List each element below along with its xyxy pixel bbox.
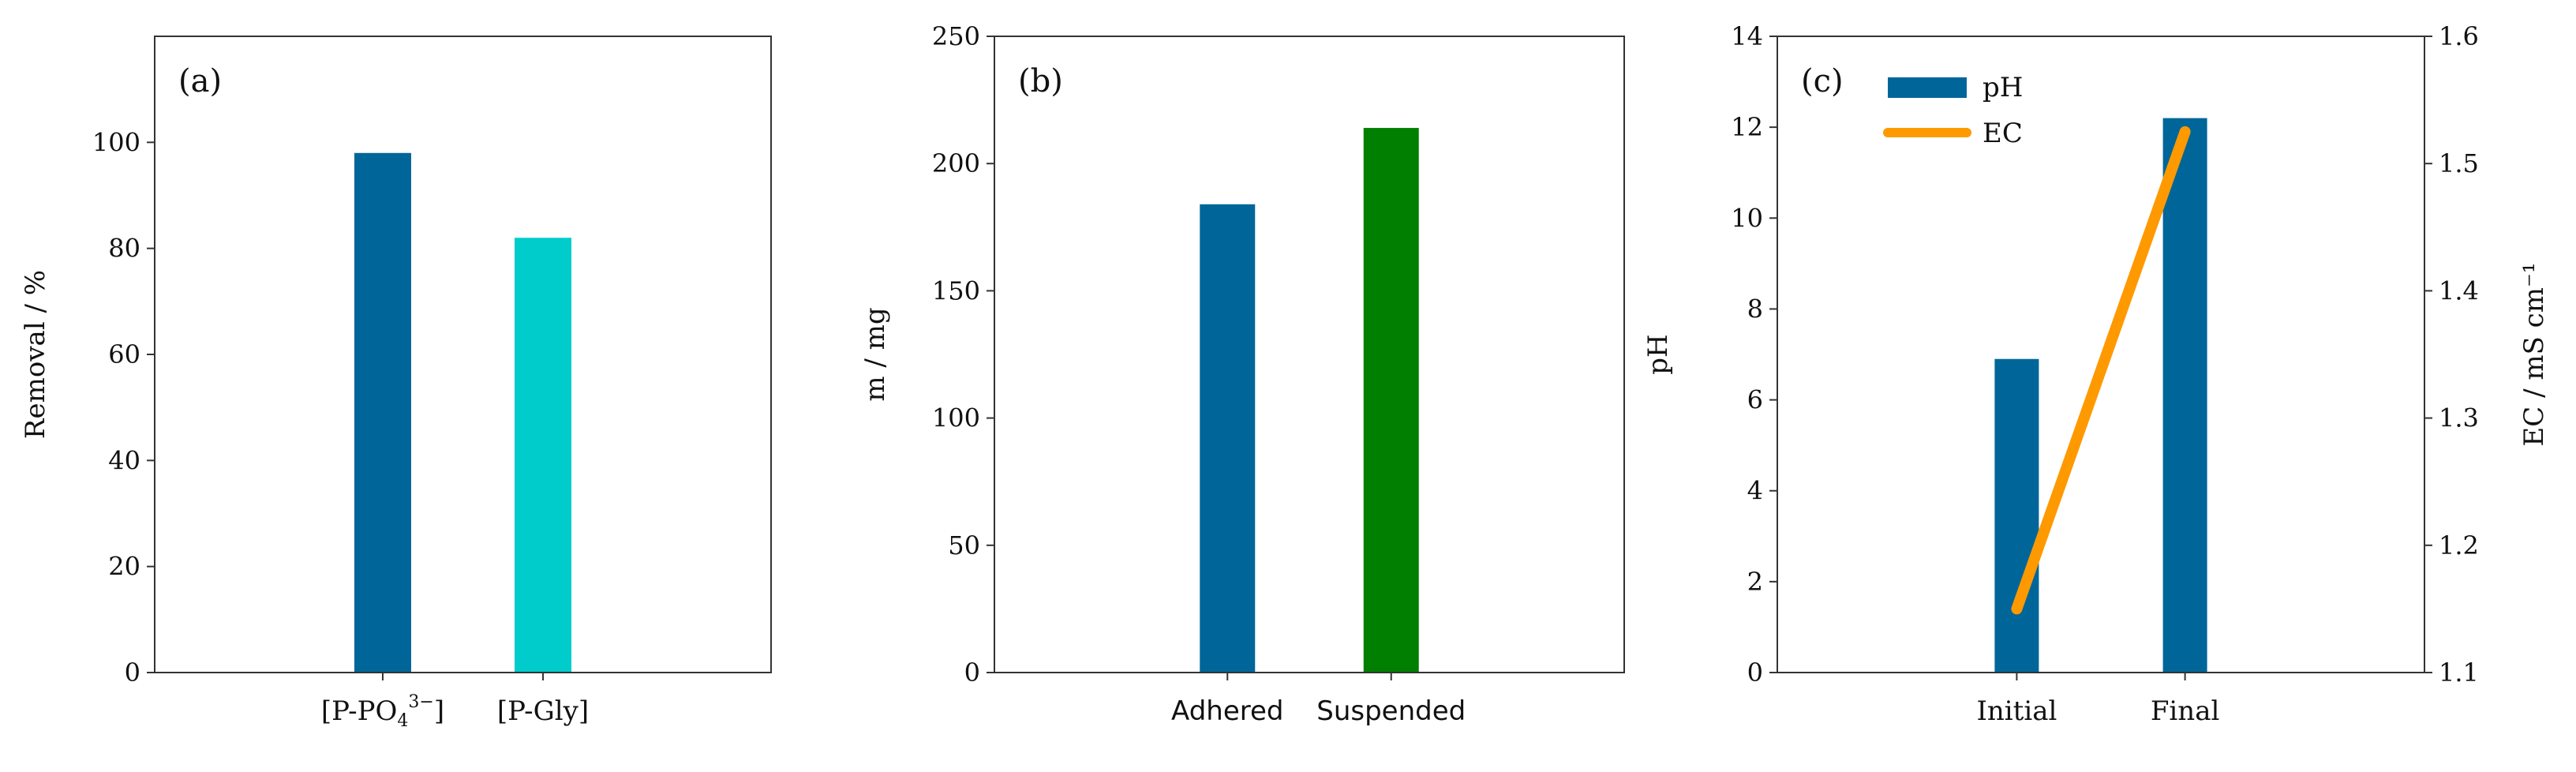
y-tick-label: 0 — [1747, 658, 1763, 688]
y2-tick-label: 1.2 — [2439, 530, 2479, 560]
y-axis-label: pH — [1642, 334, 1674, 374]
bar-1 — [1200, 204, 1256, 673]
x-tick-label-sup: 3− — [408, 692, 433, 712]
plot-frame — [154, 36, 772, 673]
y-tick-label: 80 — [108, 234, 140, 264]
y2-axis-label: EC / mS cm⁻¹ — [2518, 262, 2550, 446]
x-tick-label-sub: 4 — [397, 711, 408, 731]
y-tick-label: 200 — [932, 148, 980, 178]
y-axis-label: m / mg — [859, 307, 891, 401]
plot-frame — [994, 36, 1625, 673]
bar-1 — [354, 152, 411, 673]
y-tick-label: 250 — [932, 21, 980, 51]
panel-label: (b) — [1018, 63, 1063, 99]
x-tick-label: Final — [2151, 695, 2220, 727]
y-tick-label: 14 — [1731, 21, 1763, 51]
y-tick-label: 2 — [1747, 567, 1763, 597]
x-tick-label: [P-Gly] — [497, 695, 589, 727]
legend-label-ec: EC — [1983, 118, 2023, 149]
legend-label-ph: pH — [1983, 72, 2023, 103]
y2-tick-label: 1.6 — [2439, 21, 2479, 51]
y-tick-label: 150 — [932, 275, 980, 305]
y2-tick-label: 1.4 — [2439, 275, 2479, 305]
y2-tick-label: 1.1 — [2439, 658, 2479, 688]
y-tick-label: 20 — [108, 552, 140, 582]
panel-b: 0 50 100 150 200 250 Adhered Suspended m / mg (b) — [859, 21, 1625, 727]
plot-frame — [1777, 36, 2425, 673]
panel-c: 0 2 4 6 8 10 12 14 Initial Final pH (c) 1.1 1.2 1.3 1.4… — [1642, 21, 2550, 727]
y2-tick-label: 1.3 — [2439, 403, 2479, 433]
y-tick-label: 60 — [108, 339, 140, 369]
panel-label: (c) — [1801, 63, 1844, 99]
y-tick-label: 6 — [1747, 385, 1763, 415]
y-tick-label: 0 — [125, 658, 140, 688]
x-tick-label: Adhered — [1171, 695, 1283, 727]
bar-2 — [515, 238, 572, 673]
y2-tick-label: 1.5 — [2439, 148, 2479, 178]
ec-line — [2011, 126, 2191, 615]
panel-a: 0 20 40 60 80 100 [P-PO43−] [P-Gly] Removal / % (… — [20, 36, 772, 731]
y-tick-label: 4 — [1747, 476, 1763, 506]
y-tick-label: 12 — [1731, 112, 1763, 142]
x-tick-label-base: [P-PO — [321, 695, 398, 727]
y-tick-label: 40 — [108, 445, 140, 475]
panel-label: (a) — [178, 63, 222, 99]
y-tick-label: 100 — [932, 403, 980, 433]
bar-1 — [1994, 358, 2039, 673]
y-tick-label: 10 — [1731, 203, 1763, 233]
y-axis-label: Removal / % — [20, 270, 51, 439]
x-tick-label-tail: ] — [434, 695, 444, 727]
legend-swatch-ph — [1888, 77, 1967, 98]
x-tick-label: [P-PO43−] — [321, 692, 444, 731]
x-tick-label: Initial — [1976, 695, 2057, 727]
y-tick-label: 0 — [964, 658, 980, 688]
y-tick-label: 100 — [92, 127, 140, 157]
y-tick-label: 8 — [1747, 294, 1763, 324]
bar-2 — [2162, 118, 2207, 673]
y-tick-label: 50 — [948, 530, 980, 560]
x-tick-label: Suspended — [1316, 695, 1466, 727]
bar-2 — [1363, 128, 1419, 673]
